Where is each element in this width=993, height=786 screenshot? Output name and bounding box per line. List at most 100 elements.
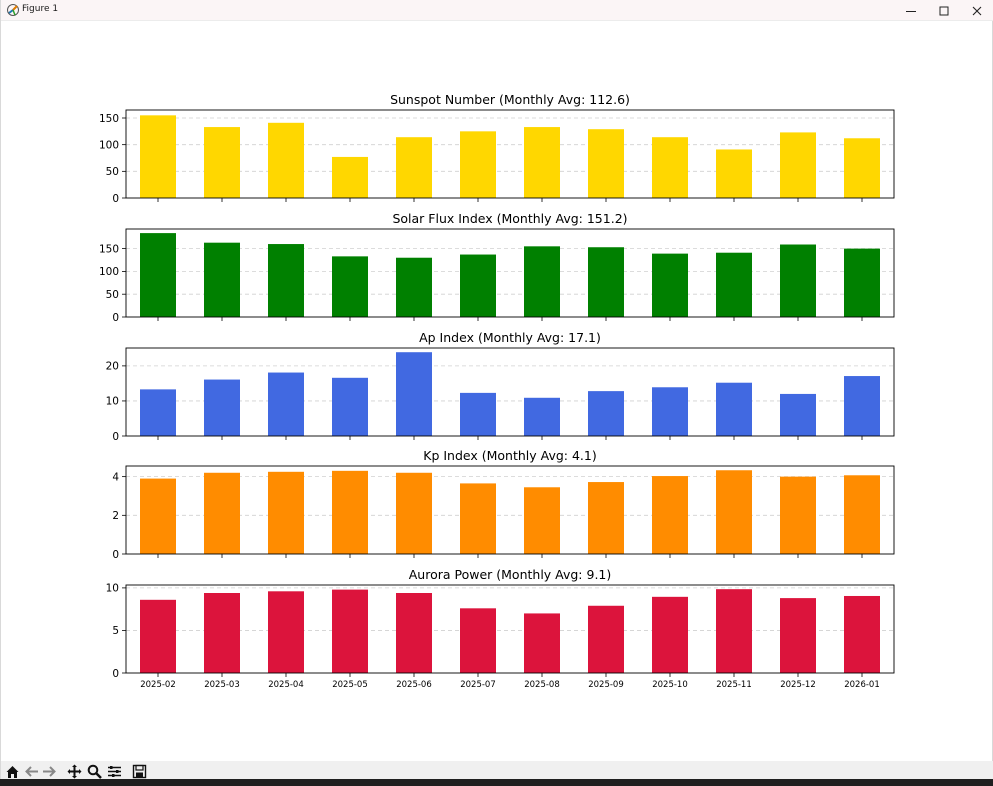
home-icon[interactable] <box>5 764 20 779</box>
axes-frame <box>125 347 895 437</box>
x-tick-label: 2026-01 <box>844 680 880 690</box>
bar <box>460 254 496 317</box>
bar <box>140 389 176 436</box>
bar <box>652 137 688 198</box>
y-tick-label: 0 <box>112 549 119 561</box>
bar <box>204 593 240 673</box>
x-tick-label: 2025-04 <box>268 680 304 690</box>
subplot-title: Kp Index (Monthly Avg: 4.1) <box>423 448 596 463</box>
bar <box>844 138 880 198</box>
subplot-3: Ap Index (Monthly Avg: 17.1) 0 10 20 <box>106 330 895 443</box>
title-bar[interactable]: Figure 1 <box>1 0 993 21</box>
configure-subplots-icon[interactable] <box>107 764 122 779</box>
axes-frame <box>125 465 895 555</box>
bar <box>268 244 304 317</box>
bar <box>524 397 560 436</box>
bar <box>588 247 624 317</box>
bar <box>140 478 176 554</box>
maximize-icon <box>939 6 948 15</box>
bar <box>396 472 432 554</box>
subplot-5: Aurora Power (Monthly Avg: 9.1) 0 5 10 2025-… <box>106 567 895 690</box>
bar <box>332 256 368 317</box>
x-tick-label: 2025-02 <box>140 680 176 690</box>
bar <box>588 605 624 673</box>
os-taskbar <box>0 779 993 786</box>
x-tick-label: 2025-07 <box>460 680 496 690</box>
y-tick-label: 4 <box>112 471 119 483</box>
bar <box>268 471 304 554</box>
bar <box>140 233 176 317</box>
bar <box>844 595 880 673</box>
y-tick-label: 10 <box>106 396 119 408</box>
window-title: Figure 1 <box>22 4 59 14</box>
figure-canvas: Sunspot Number (Monthly Avg: 112.6)05010… <box>99 92 895 690</box>
y-tick-label: 2 <box>112 510 119 522</box>
subplot-2: Solar Flux Index (Monthly Avg: 151.2) 0 50… <box>99 211 895 324</box>
bar <box>780 244 816 317</box>
pan-icon[interactable] <box>67 764 82 779</box>
subplot-1: Sunspot Number (Monthly Avg: 112.6) 0 50 10… <box>99 92 895 205</box>
minimize-button[interactable] <box>894 0 927 21</box>
axes-frame <box>125 228 895 318</box>
y-tick-label: 10 <box>106 583 119 595</box>
x-tick-label: 2025-11 <box>716 680 752 690</box>
bar <box>396 257 432 317</box>
bar <box>204 242 240 317</box>
bar <box>716 589 752 673</box>
x-tick-label: 2025-08 <box>524 680 560 690</box>
bar <box>268 122 304 198</box>
bar <box>460 392 496 436</box>
y-tick-label: 50 <box>106 166 119 178</box>
y-tick-label: 0 <box>112 193 119 205</box>
x-tick-label: 2025-09 <box>588 680 624 690</box>
y-tick-label: 150 <box>99 243 119 255</box>
bar <box>204 472 240 554</box>
bar <box>460 608 496 673</box>
bar <box>524 613 560 673</box>
save-icon[interactable] <box>132 764 147 779</box>
bar <box>396 352 432 436</box>
bar <box>332 470 368 554</box>
bar <box>332 156 368 198</box>
bar <box>396 593 432 673</box>
subplot-title: Solar Flux Index (Monthly Avg: 151.2) <box>392 211 627 226</box>
y-tick-label: 100 <box>99 266 119 278</box>
bar <box>268 591 304 673</box>
bar <box>524 127 560 198</box>
bar <box>204 379 240 436</box>
maximize-button[interactable] <box>927 0 960 21</box>
y-tick-label: 0 <box>112 431 119 443</box>
y-tick-label: 5 <box>112 625 119 637</box>
bar <box>716 470 752 554</box>
bar <box>780 393 816 436</box>
zoom-icon[interactable] <box>87 764 102 779</box>
subplot-4: Kp Index (Monthly Avg: 4.1) 0 2 4 <box>112 448 895 561</box>
bar <box>844 376 880 436</box>
axes-frame <box>125 109 895 199</box>
close-button[interactable] <box>960 0 993 21</box>
y-tick-label: 20 <box>106 361 119 373</box>
axes-frame <box>125 584 895 674</box>
forward-icon[interactable] <box>42 764 57 779</box>
close-icon <box>972 6 981 15</box>
bar <box>716 149 752 198</box>
back-icon[interactable] <box>24 764 39 779</box>
bar <box>332 377 368 436</box>
x-tick-label: 2025-03 <box>204 680 240 690</box>
x-tick-label: 2025-06 <box>396 680 432 690</box>
bar <box>140 599 176 673</box>
bar <box>588 482 624 554</box>
bar <box>204 127 240 198</box>
bar <box>268 372 304 436</box>
bar <box>524 487 560 554</box>
bar <box>716 382 752 436</box>
bar <box>588 129 624 198</box>
x-tick-label: 2025-05 <box>332 680 368 690</box>
y-tick-label: 0 <box>112 312 119 324</box>
subplot-title: Ap Index (Monthly Avg: 17.1) <box>419 330 601 345</box>
bar <box>140 115 176 198</box>
subplot-title: Sunspot Number (Monthly Avg: 112.6) <box>390 92 630 107</box>
bar <box>588 391 624 436</box>
y-tick-label: 100 <box>99 139 119 151</box>
subplot-title: Aurora Power (Monthly Avg: 9.1) <box>409 567 612 582</box>
